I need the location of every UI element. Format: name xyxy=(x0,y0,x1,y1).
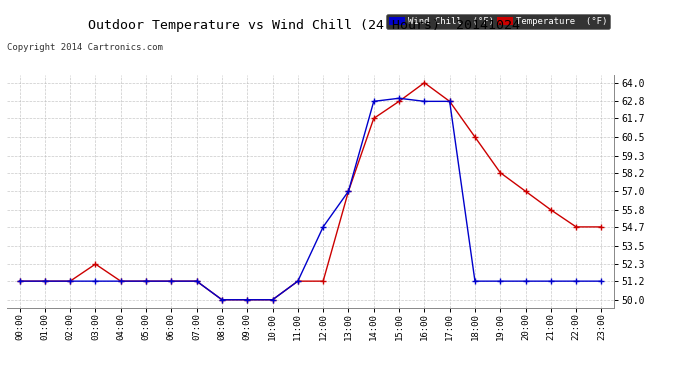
Text: Outdoor Temperature vs Wind Chill (24 Hours)  20141024: Outdoor Temperature vs Wind Chill (24 Ho… xyxy=(88,19,520,32)
Text: Copyright 2014 Cartronics.com: Copyright 2014 Cartronics.com xyxy=(7,43,163,52)
Legend: Wind Chill  (°F), Temperature  (°F): Wind Chill (°F), Temperature (°F) xyxy=(386,14,609,29)
